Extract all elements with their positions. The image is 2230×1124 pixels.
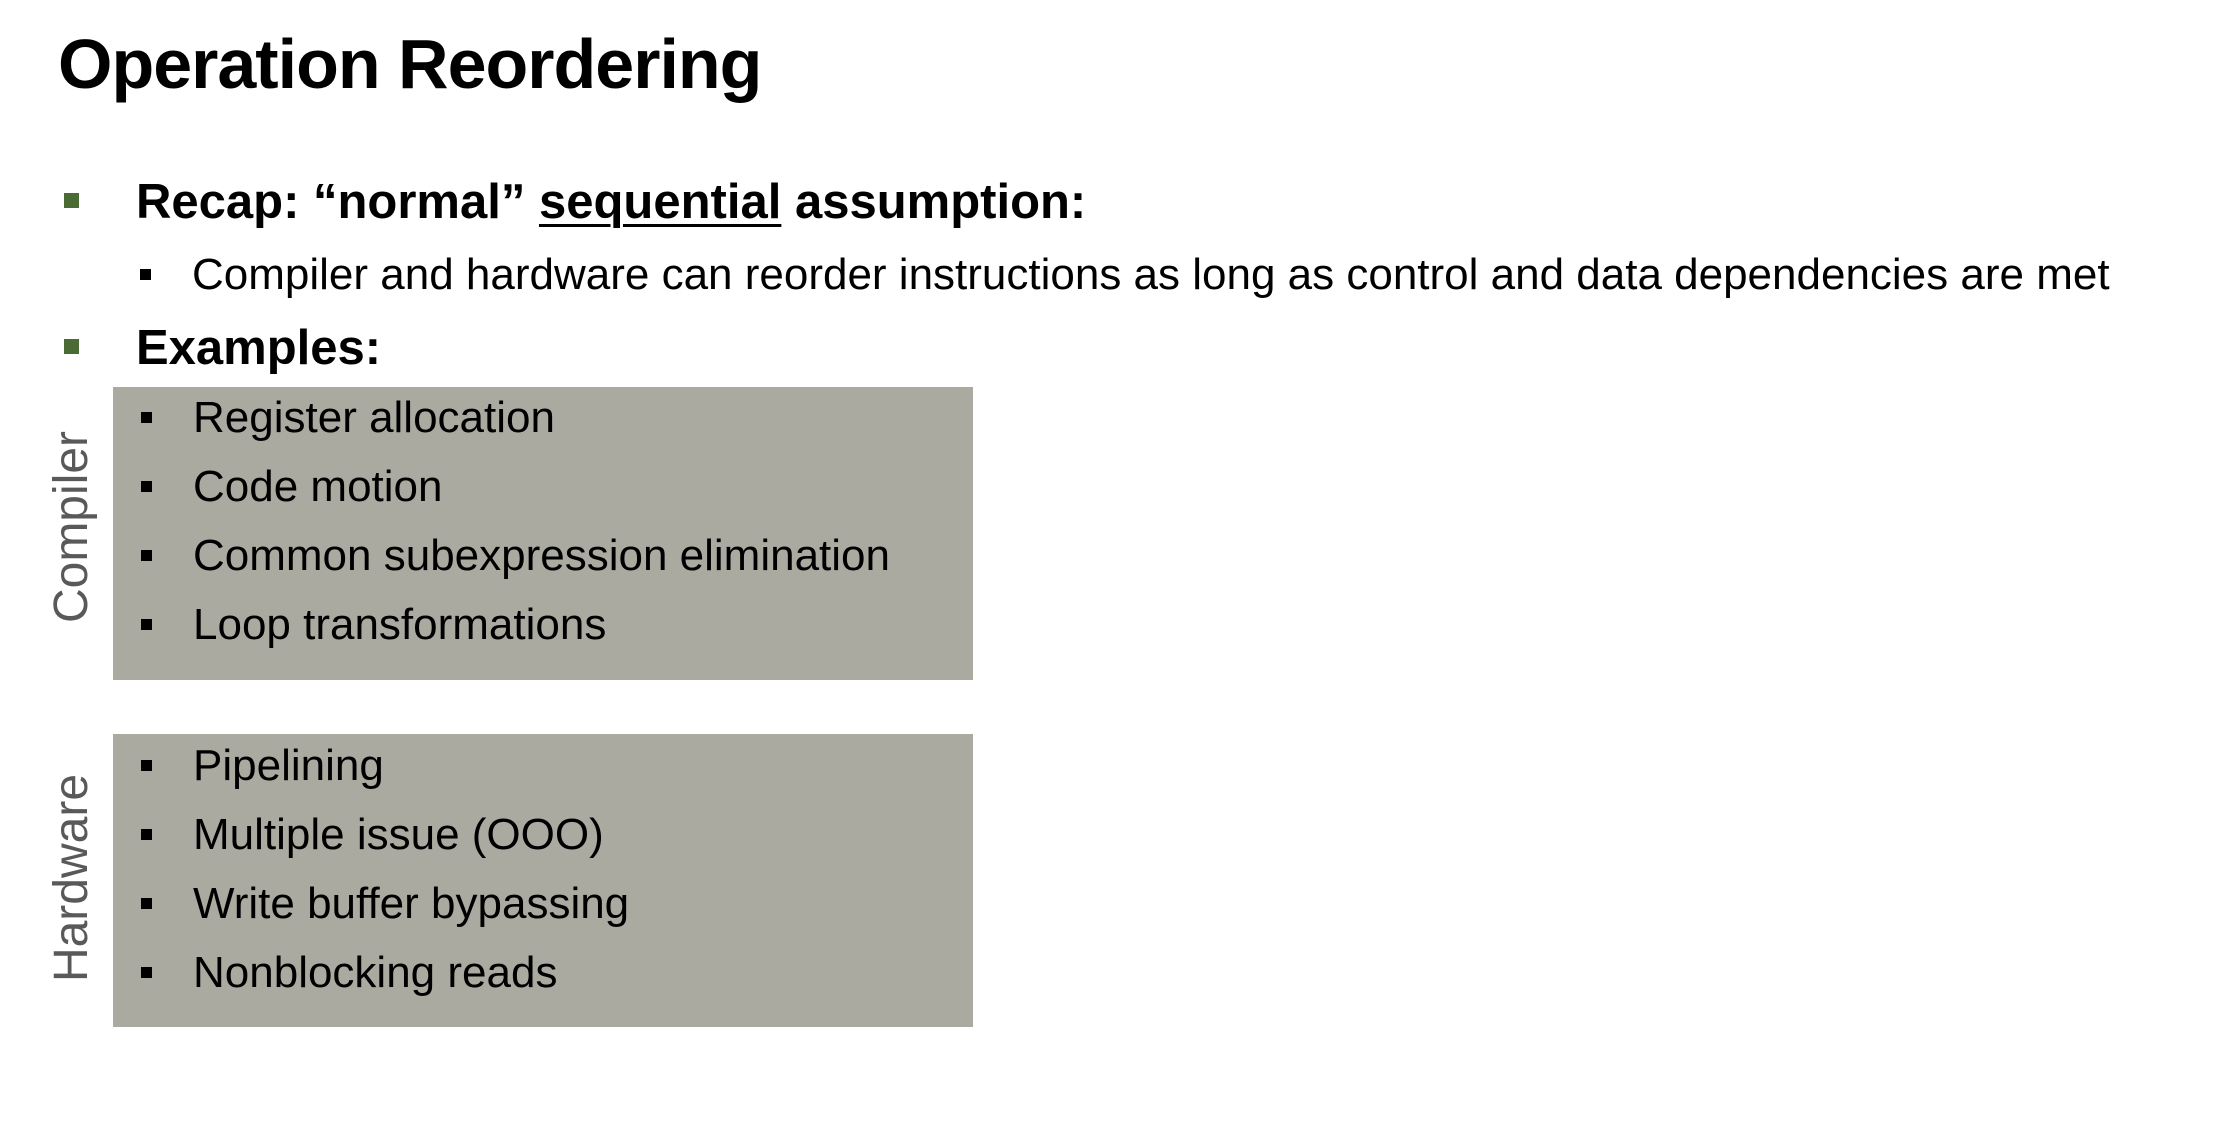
square-bullet-icon bbox=[141, 760, 152, 771]
list-item-label: Multiple issue (OOO) bbox=[193, 810, 604, 859]
list-item-label: Pipelining bbox=[193, 741, 384, 790]
compiler-examples-panel: Register allocation Code motion Common s… bbox=[113, 387, 973, 680]
list-item-label: Register allocation bbox=[193, 393, 555, 442]
square-bullet-icon bbox=[141, 619, 152, 630]
square-bullet-icon bbox=[141, 967, 152, 978]
recap-detail: Compiler and hardware can reorder instru… bbox=[192, 250, 2110, 299]
square-bullet-icon bbox=[140, 269, 151, 280]
list-item-label: Write buffer bypassing bbox=[193, 879, 630, 928]
square-bullet-icon bbox=[141, 550, 152, 561]
square-bullet-icon bbox=[64, 339, 79, 354]
list-item-label: Common subexpression elimination bbox=[193, 531, 890, 580]
compiler-side-label: Compiler bbox=[45, 430, 98, 624]
list-item-label: Loop transformations bbox=[193, 600, 607, 649]
square-bullet-icon bbox=[141, 412, 152, 423]
recap-prefix: Recap: “normal” bbox=[136, 175, 539, 229]
recap-suffix: assumption: bbox=[781, 175, 1087, 229]
slide-title: Operation Reordering bbox=[58, 25, 762, 103]
square-bullet-icon bbox=[141, 829, 152, 840]
hardware-examples-panel: Pipelining Multiple issue (OOO) Write bu… bbox=[113, 734, 973, 1027]
square-bullet-icon bbox=[141, 481, 152, 492]
square-bullet-icon bbox=[141, 898, 152, 909]
list-item-label: Code motion bbox=[193, 462, 443, 511]
hardware-side-label: Hardware bbox=[45, 773, 98, 983]
list-item-label: Nonblocking reads bbox=[193, 948, 558, 997]
recap-emphasis: sequential bbox=[538, 175, 782, 229]
square-bullet-icon bbox=[64, 193, 79, 208]
recap-heading: Recap: “normal” sequential assumption: bbox=[136, 172, 1086, 232]
examples-heading: Examples: bbox=[136, 321, 382, 375]
